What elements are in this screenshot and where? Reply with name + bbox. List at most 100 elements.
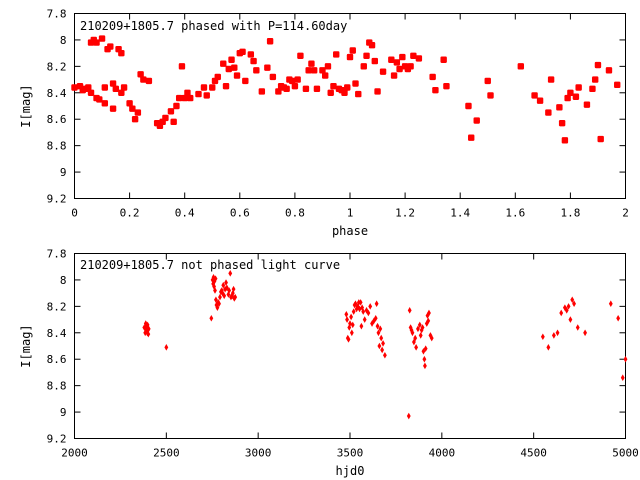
data-point <box>87 89 95 96</box>
data-point <box>426 317 431 325</box>
data-point <box>407 63 414 70</box>
data-point <box>352 80 359 87</box>
data-point <box>379 334 384 342</box>
data-point <box>200 84 208 91</box>
data-point <box>473 117 480 124</box>
data-point <box>351 308 356 315</box>
data-point <box>213 287 217 294</box>
plot-frame <box>74 13 626 199</box>
data-points <box>142 270 628 420</box>
data-point <box>605 67 613 74</box>
data-point <box>222 82 230 90</box>
data-point <box>324 63 332 70</box>
data-point <box>344 84 351 91</box>
data-point <box>118 49 125 57</box>
data-point <box>608 300 613 307</box>
data-point <box>484 77 491 85</box>
y-tick-label: 9 <box>60 406 67 419</box>
data-point <box>126 100 133 107</box>
data-point <box>540 333 545 341</box>
data-point <box>170 118 177 126</box>
data-point <box>364 307 369 314</box>
data-point <box>551 332 556 339</box>
data-point <box>359 322 364 330</box>
data-point <box>143 320 148 327</box>
y-tick-label: 9 <box>60 166 67 179</box>
data-point <box>214 296 218 304</box>
x-tick-labels: 2000 2500 3000 3500 4000 4500 5000 <box>61 253 639 460</box>
data-point <box>536 97 544 104</box>
data-point <box>330 82 337 90</box>
plot-frame <box>74 253 626 439</box>
data-point <box>614 81 621 89</box>
data-point <box>269 73 277 81</box>
data-point <box>224 279 228 286</box>
data-point <box>217 300 221 307</box>
data-point <box>361 308 366 315</box>
data-point <box>373 314 378 322</box>
y-tick-label: 7.8 <box>47 8 67 21</box>
data-points <box>71 35 621 144</box>
data-point <box>85 84 92 91</box>
data-point <box>288 77 296 85</box>
data-point <box>175 94 183 102</box>
data-point <box>353 300 358 307</box>
data-point <box>410 52 417 59</box>
data-point <box>345 316 349 323</box>
data-point <box>209 314 214 322</box>
y-tick-labels: 7.8 8 8.2 8.4 8.6 8.8 9 9.2 <box>47 248 626 446</box>
data-point <box>362 316 367 323</box>
data-point <box>415 55 423 62</box>
data-point <box>360 63 367 70</box>
data-point <box>429 334 434 342</box>
x-tick-label: 0.6 <box>230 207 250 220</box>
data-point <box>71 84 78 91</box>
data-point <box>377 342 382 350</box>
x-tick-label: 0 <box>71 207 78 220</box>
chart-title: 210209+1805.7 phased with P=114.60day <box>80 19 347 33</box>
data-point <box>258 88 266 95</box>
data-point <box>583 329 588 337</box>
x-tick-label: 2500 <box>153 447 180 460</box>
data-point <box>591 76 599 83</box>
data-point <box>310 67 318 74</box>
data-point <box>101 100 109 107</box>
data-point <box>546 344 551 351</box>
data-point <box>195 90 202 98</box>
data-point <box>228 270 233 277</box>
data-point <box>354 305 359 313</box>
data-point <box>253 67 260 74</box>
data-point <box>233 293 238 301</box>
data-point <box>396 65 403 73</box>
data-point <box>379 68 387 75</box>
x-tick-labels: 0 0.2 0.4 0.6 0.8 1 1.2 1.4 1.6 1.8 2 <box>71 13 629 220</box>
y-axis-label: I[mag] <box>19 324 33 367</box>
data-point <box>341 89 348 96</box>
data-point <box>368 303 373 310</box>
data-point <box>623 355 628 363</box>
data-point <box>575 84 582 91</box>
data-point <box>424 320 429 327</box>
data-point <box>360 304 365 311</box>
data-point <box>355 90 362 98</box>
data-point <box>112 85 120 93</box>
data-point <box>420 324 425 331</box>
data-point <box>283 85 290 93</box>
data-point <box>109 80 117 87</box>
data-point <box>370 320 374 327</box>
data-point <box>407 307 412 314</box>
data-point <box>344 311 349 318</box>
data-point <box>349 329 354 337</box>
data-point <box>233 72 241 79</box>
data-point <box>209 84 216 91</box>
data-point <box>564 307 569 314</box>
y-tick-label: 8.4 <box>47 327 67 340</box>
data-point <box>399 53 406 61</box>
data-point <box>228 56 235 63</box>
y-tick-label: 8.6 <box>47 113 67 126</box>
data-point <box>178 63 186 70</box>
data-point <box>374 88 381 95</box>
data-point <box>422 355 427 363</box>
data-point <box>333 51 340 58</box>
